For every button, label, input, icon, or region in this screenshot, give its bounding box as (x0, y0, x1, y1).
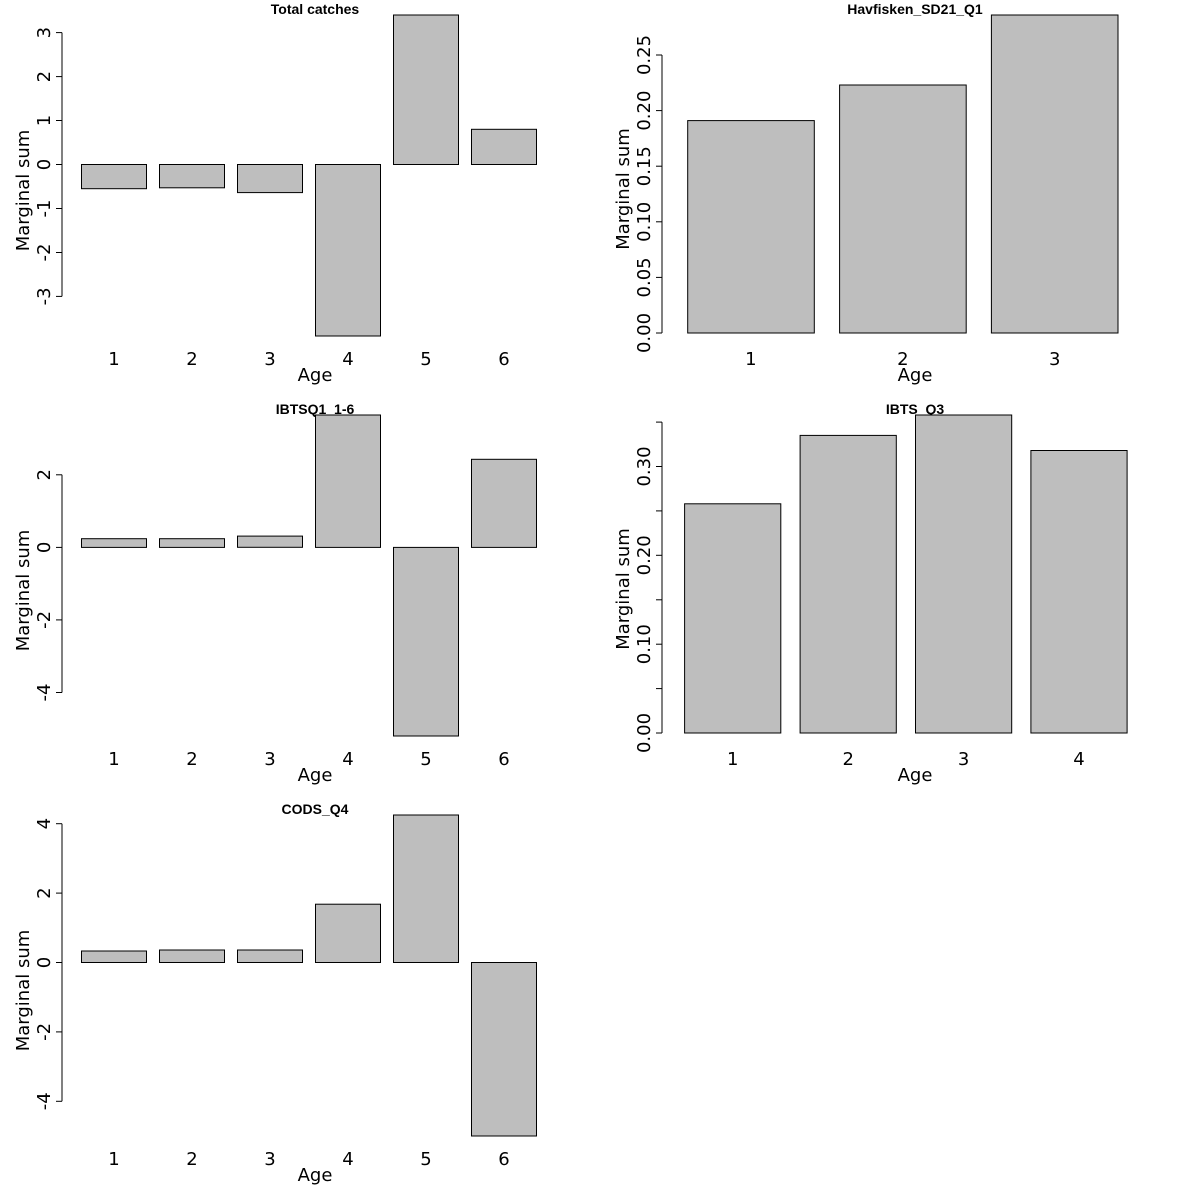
y-tick-label: 4 (34, 818, 55, 829)
x-tick-label: 1 (745, 349, 756, 370)
y-tick-label: -2 (34, 244, 55, 262)
y-tick-label: -1 (34, 200, 55, 218)
x-tick-label: 5 (420, 349, 431, 370)
y-tick-label: 0.20 (634, 535, 655, 575)
bar (315, 164, 381, 337)
x-axis-label: Age (898, 365, 933, 386)
chart-panel: IBTSQ1_1-6 1 2 3 4 5 6 -4 -2 0 2 Age Marginal sum (13, 401, 537, 786)
bar (839, 84, 967, 334)
y-tick-label: 3 (34, 27, 55, 38)
y-axis-label: Marginal sum (613, 528, 634, 650)
bar (315, 414, 381, 548)
bar (1030, 450, 1128, 734)
x-tick-label: 2 (186, 749, 197, 770)
y-tick-label: 2 (34, 469, 55, 480)
y-tick-label: -3 (34, 287, 55, 305)
chart-title: Total catches (271, 1, 360, 17)
chart-title: IBTS_Q3 (886, 401, 945, 417)
y-tick-label: 0 (34, 542, 55, 553)
chart-panel: Havfisken_SD21_Q1 1 2 3 0.00 0.05 0.10 0.15 0.20… (613, 1, 1119, 386)
x-tick-label: 3 (958, 749, 969, 770)
x-tick-label: 4 (342, 749, 353, 770)
bar (990, 14, 1119, 334)
bar (315, 903, 381, 964)
y-tick-label: 0 (34, 957, 55, 968)
y-tick-label: 0.15 (634, 146, 655, 186)
x-tick-label: 2 (186, 349, 197, 370)
y-tick-label: -4 (34, 684, 55, 702)
bar (237, 535, 303, 548)
bar (81, 164, 147, 190)
bar (471, 458, 537, 548)
chart-title: Havfisken_SD21_Q1 (847, 1, 983, 17)
x-tick-label: 2 (842, 749, 853, 770)
y-tick-label: 2 (34, 71, 55, 82)
x-tick-label: 1 (108, 749, 119, 770)
y-tick-label: 0.25 (634, 35, 655, 75)
bar (471, 962, 537, 1137)
chart-panel: Total catches 1 2 3 4 5 6 -3 -2 -1 0 1 2 3 Age Marginal… (13, 1, 537, 386)
x-tick-label: 4 (1073, 749, 1084, 770)
x-tick-label: 2 (897, 349, 908, 370)
chart-panel: CODS_Q4 1 2 3 4 5 6 -4 -2 0 2 4 Age Marginal sum (13, 801, 537, 1186)
y-tick-label: 0.00 (634, 313, 655, 353)
x-axis-label: Age (298, 1165, 333, 1186)
y-tick-label: -2 (34, 1023, 55, 1041)
bar (393, 546, 459, 737)
y-tick-label: 0.05 (634, 257, 655, 297)
bar (684, 503, 782, 734)
x-tick-label: 3 (1049, 349, 1060, 370)
y-tick-label: 1 (34, 115, 55, 126)
x-tick-label: 6 (498, 349, 509, 370)
y-axis-label: Marginal sum (13, 930, 34, 1052)
y-tick-label: 0.30 (634, 446, 655, 486)
y-tick-label: 0.20 (634, 91, 655, 131)
x-tick-label: 5 (420, 1149, 431, 1170)
bar (393, 14, 459, 165)
x-tick-label: 1 (108, 349, 119, 370)
y-tick-label: 0.10 (634, 202, 655, 242)
chart-title: CODS_Q4 (282, 801, 349, 817)
bar (81, 950, 147, 963)
x-tick-label: 1 (727, 749, 738, 770)
chart-title: IBTSQ1_1-6 (276, 401, 355, 417)
bar (915, 414, 1013, 734)
x-tick-label: 5 (420, 749, 431, 770)
bar (799, 434, 897, 734)
x-tick-label: 4 (342, 349, 353, 370)
bar (237, 949, 303, 963)
x-tick-label: 3 (264, 749, 275, 770)
y-tick-label: 0.10 (634, 624, 655, 664)
y-axis-label: Marginal sum (13, 130, 34, 252)
x-tick-label: 6 (498, 749, 509, 770)
x-tick-label: 2 (186, 1149, 197, 1170)
y-tick-label: 2 (34, 887, 55, 898)
bar (159, 949, 225, 963)
bar (237, 164, 303, 194)
chart-panel: IBTS_Q3 1 2 3 4 0.00 0.10 0.20 0.30 Age Marginal s… (613, 401, 1128, 786)
y-axis-label: Marginal sum (13, 530, 34, 652)
y-tick-label: -4 (34, 1092, 55, 1110)
x-axis-label: Age (898, 765, 933, 786)
x-tick-label: 1 (108, 1149, 119, 1170)
y-tick-label: 0.00 (634, 713, 655, 753)
bar (471, 128, 537, 166)
x-tick-label: 3 (264, 1149, 275, 1170)
x-tick-label: 3 (264, 349, 275, 370)
x-axis-label: Age (298, 765, 333, 786)
y-tick-label: 0 (34, 159, 55, 170)
x-axis-label: Age (298, 365, 333, 386)
bar (393, 814, 459, 963)
bar (159, 538, 225, 548)
bar (159, 164, 225, 189)
y-axis-label: Marginal sum (613, 128, 634, 250)
y-tick-label: -2 (34, 611, 55, 629)
bar (687, 120, 815, 334)
bar (81, 538, 147, 548)
x-tick-label: 4 (342, 1149, 353, 1170)
x-tick-label: 6 (498, 1149, 509, 1170)
